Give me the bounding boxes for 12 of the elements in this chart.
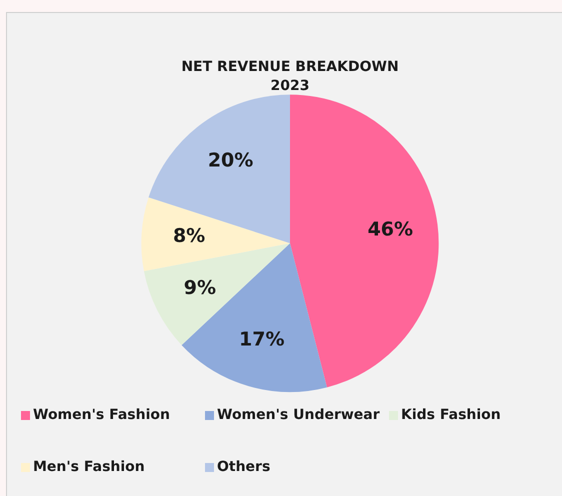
legend-label: Women's Underwear	[217, 407, 380, 423]
data-label: 20%	[208, 149, 254, 172]
chart-subtitle: 2023	[270, 78, 310, 94]
legend-label: Men's Fashion	[33, 459, 145, 475]
data-label: 17%	[239, 328, 285, 350]
legend-label: Kids Fashion	[401, 407, 501, 423]
chart-title: NET REVENUE BREAKDOWN	[181, 59, 399, 76]
data-label: 8%	[172, 224, 206, 247]
data-label: 9%	[184, 277, 216, 300]
legend-label: Women's Fashion	[33, 407, 170, 423]
data-label: 46%	[368, 218, 414, 241]
legend-label: Others	[217, 459, 270, 475]
